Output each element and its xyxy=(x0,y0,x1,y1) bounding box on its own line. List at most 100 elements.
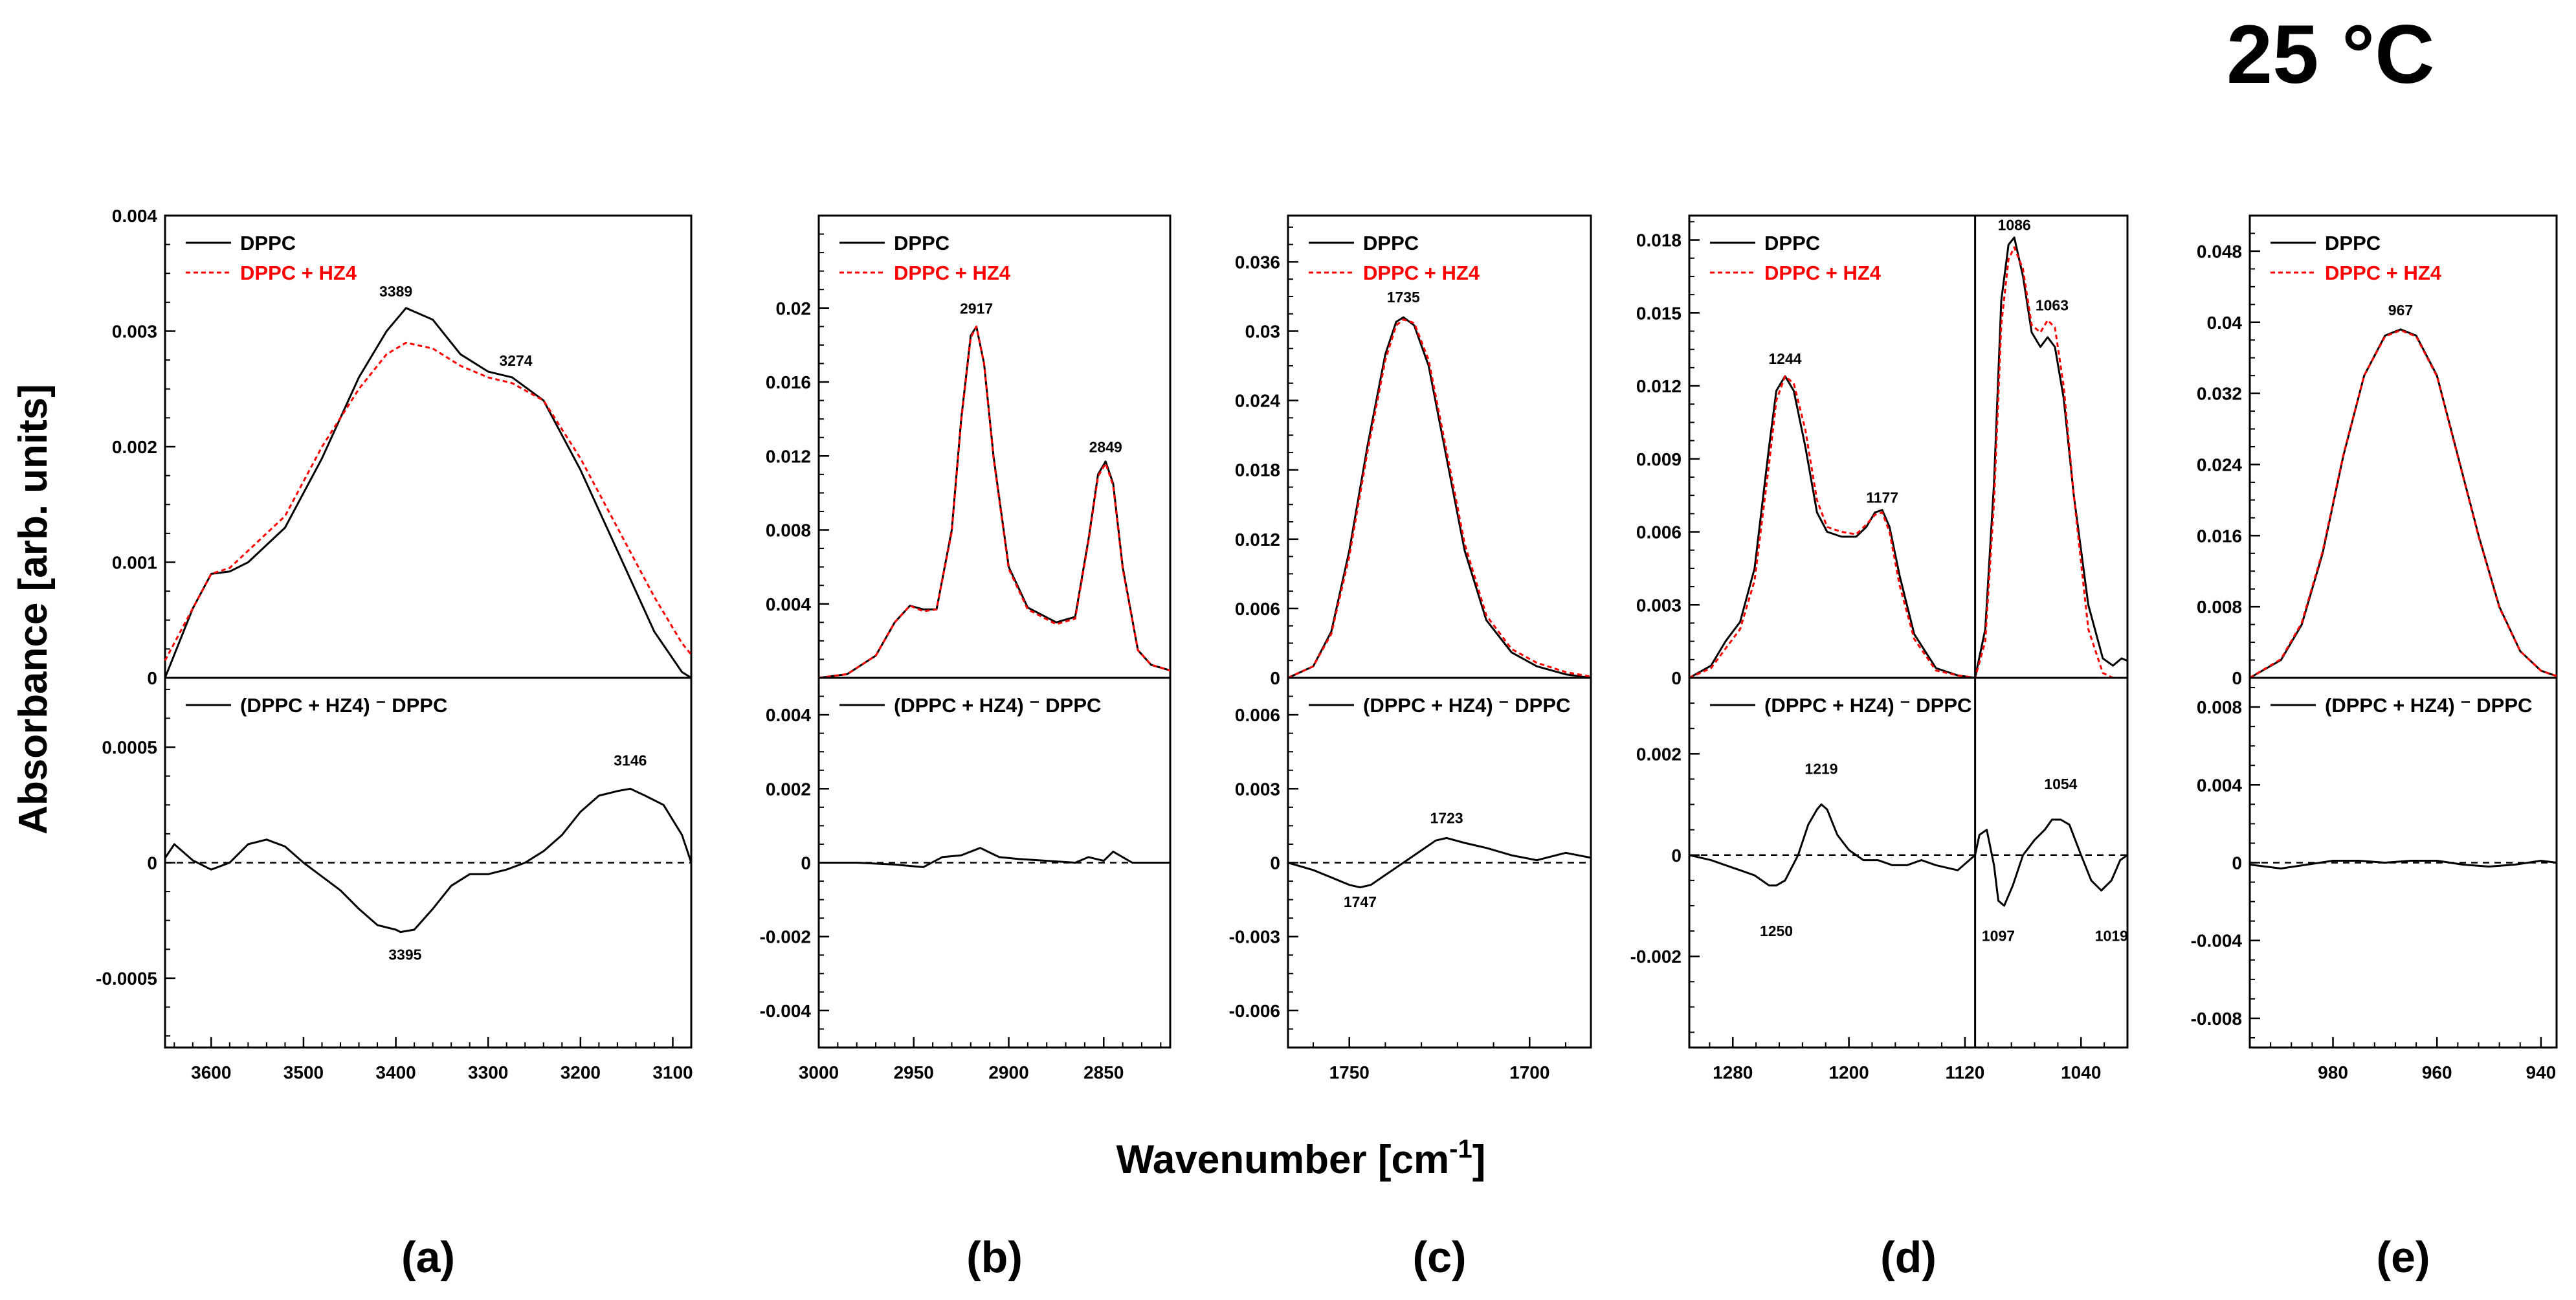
y-tick-label: 0.009 xyxy=(1636,449,1682,469)
x-tick-label: 2950 xyxy=(894,1062,934,1082)
x-tick-label: 1280 xyxy=(1713,1062,1753,1082)
legend-label: DPPC xyxy=(894,232,949,254)
y-tick-label: 0.006 xyxy=(1636,522,1682,543)
legend-label: (DPPC + HZ4) ⁻ DPPC xyxy=(240,694,447,717)
y-tick-label: 0.006 xyxy=(1235,705,1280,725)
peak-label: 2917 xyxy=(960,300,993,317)
peak-label: 1723 xyxy=(1430,810,1463,827)
y-tick-label: 0.012 xyxy=(1235,530,1280,550)
y-tick-label: -0.004 xyxy=(760,1001,812,1021)
plot-frame xyxy=(1688,677,2129,1049)
panel-c: 0 0.006 0.012 0.018 0.024 0.03 0.036 1735 DPPC DP… xyxy=(1229,214,1592,1282)
y-tick-label: 0.048 xyxy=(2197,241,2242,262)
x-tick-label: 2850 xyxy=(1083,1062,1124,1082)
series-line xyxy=(2249,329,2557,679)
top-plot: 0 0.001 0.002 0.003 0.004 3389 3274 DPPC DPPC + … xyxy=(112,206,693,688)
bottom-plot: -0.006 -0.003 0 0.003 0.006 1723 1747 (DPPC + H… xyxy=(1229,677,1592,1049)
legend-label: DPPC + HZ4 xyxy=(240,262,357,284)
series-line xyxy=(1689,236,2128,679)
x-tick-label: 3400 xyxy=(375,1062,416,1082)
peak-label: 3146 xyxy=(614,752,647,769)
x-tick-label: 1750 xyxy=(1329,1062,1370,1082)
peak-label: 1735 xyxy=(1387,289,1420,306)
x-tick-label: 980 xyxy=(2318,1062,2348,1082)
series-line xyxy=(1287,316,1592,679)
y-tick-label: 0.018 xyxy=(1235,460,1280,480)
x-tick-label: 1120 xyxy=(1946,1062,1985,1082)
peak-label: 1063 xyxy=(2036,297,2069,314)
y-tick-label: 0.004 xyxy=(2197,775,2242,795)
bottom-plot: -0.002 0 0.002 1219 1054 1250 1097 1019 (DPPC + … xyxy=(1630,677,2129,1049)
legend-label: DPPC xyxy=(2325,232,2381,254)
x-tick-label: 3600 xyxy=(191,1062,231,1082)
peak-label: 967 xyxy=(2388,302,2413,319)
legend-label: DPPC xyxy=(1363,232,1419,254)
legend-label: (DPPC + HZ4) ⁻ DPPC xyxy=(894,694,1101,717)
panel-letter: (d) xyxy=(1880,1233,1937,1282)
x-tick-label: 960 xyxy=(2422,1062,2452,1082)
y-tick-label: 0.012 xyxy=(766,446,811,466)
series-line xyxy=(164,307,692,679)
y-tick-label: 0 xyxy=(2232,668,2242,688)
y-tick-label: 0.04 xyxy=(2207,313,2243,333)
series-line xyxy=(2249,328,2557,679)
top-plot: 0 0.003 0.006 0.009 0.012 0.015 0.018 1244 1177 1… xyxy=(1636,214,2129,688)
peak-label: 3395 xyxy=(388,946,421,963)
y-tick-label: -0.003 xyxy=(1229,927,1280,947)
y-tick-label: 0.002 xyxy=(1636,744,1682,764)
y-tick-label: 0.016 xyxy=(766,372,811,392)
y-tick-label: 0.008 xyxy=(2197,697,2242,717)
y-tick-label: 0.004 xyxy=(766,594,811,614)
y-tick-label: 0.0005 xyxy=(102,737,157,757)
x-tick-label: 3500 xyxy=(283,1062,324,1082)
peak-label: 1747 xyxy=(1344,893,1377,910)
series-line xyxy=(818,325,1171,679)
bottom-plot: -0.0005 0 0.0005 3146 3395 (DPPC + HZ4) ⁻ DPP… xyxy=(96,677,693,1049)
series-line xyxy=(819,847,1170,868)
y-tick-label: 0.006 xyxy=(1235,599,1280,619)
y-tick-label: 0 xyxy=(147,853,157,873)
y-tick-label: 0 xyxy=(1270,853,1280,873)
y-tick-label: 0.012 xyxy=(1636,376,1682,396)
x-tick-label: 3100 xyxy=(652,1062,693,1082)
x-tick-label: 1700 xyxy=(1509,1062,1549,1082)
legend-label: DPPC xyxy=(240,232,296,254)
peak-label: 3274 xyxy=(499,352,532,369)
panels: 0 0.001 0.002 0.003 0.004 3389 3274 DPPC DPPC + … xyxy=(96,206,2558,1282)
series-line xyxy=(164,341,693,661)
y-tick-label: 0.002 xyxy=(112,437,157,457)
plot-frame xyxy=(1287,214,1592,679)
top-plot: 0 0.006 0.012 0.018 0.024 0.03 0.036 1735 DPPC DP… xyxy=(1235,214,1592,688)
panel-letter: (a) xyxy=(401,1233,455,1282)
y-tick-label: 0.015 xyxy=(1636,303,1682,323)
peak-label: 1250 xyxy=(1760,923,1793,939)
peak-label: 1244 xyxy=(1768,350,1801,367)
x-tick-label: 3300 xyxy=(468,1062,508,1082)
legend-label: DPPC + HZ4 xyxy=(894,262,1011,284)
y-tick-label: 0.003 xyxy=(1636,595,1682,615)
peak-label: 1086 xyxy=(1998,217,2031,234)
bottom-plot: -0.004 -0.002 0 0.002 0.004 (DPPC + HZ4) ⁻ DP… xyxy=(760,677,1171,1049)
y-tick-label: -0.0005 xyxy=(96,969,157,989)
y-tick-label: 0 xyxy=(2232,853,2242,873)
plot-frame xyxy=(2248,214,2558,679)
x-axis-label: Wavenumber [cm-1] xyxy=(1116,1135,1486,1182)
y-tick-label: 0.024 xyxy=(1235,391,1280,411)
legend-label: DPPC + HZ4 xyxy=(1363,262,1480,284)
y-tick-label: -0.002 xyxy=(760,927,811,947)
x-tick-label: 2900 xyxy=(988,1062,1028,1082)
y-tick-label: 0 xyxy=(1671,668,1682,688)
peak-label: 1097 xyxy=(1982,928,2015,945)
y-tick-label: -0.006 xyxy=(1229,1001,1280,1021)
y-tick-label: 0.008 xyxy=(766,521,811,541)
y-tick-label: 0 xyxy=(147,668,157,688)
legend-label: DPPC xyxy=(1764,232,1820,254)
x-tick-label: 1040 xyxy=(2061,1062,2101,1082)
y-tick-label: 0.03 xyxy=(1245,322,1281,342)
peak-label: 1019 xyxy=(2095,928,2128,945)
series-line xyxy=(164,787,693,934)
y-tick-label: -0.002 xyxy=(1630,947,1682,967)
panel-letter: (e) xyxy=(2376,1233,2430,1282)
bottom-plot: -0.008 -0.004 0 0.004 0.008 (DPPC + HZ4) ⁻ DP… xyxy=(2191,677,2558,1049)
